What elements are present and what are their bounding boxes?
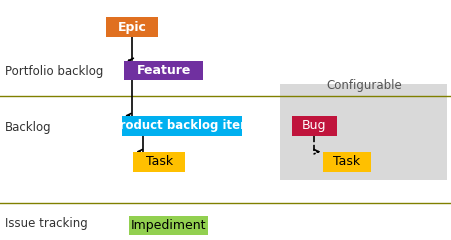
FancyBboxPatch shape xyxy=(106,17,158,37)
Text: Portfolio backlog: Portfolio backlog xyxy=(5,66,103,78)
Text: Impediment: Impediment xyxy=(130,219,206,232)
Text: Configurable: Configurable xyxy=(325,79,401,92)
FancyBboxPatch shape xyxy=(129,216,207,235)
Text: Task: Task xyxy=(145,155,173,168)
FancyBboxPatch shape xyxy=(322,152,370,172)
FancyBboxPatch shape xyxy=(122,116,241,136)
FancyBboxPatch shape xyxy=(124,61,203,80)
Text: Backlog: Backlog xyxy=(5,121,51,134)
Text: Bug: Bug xyxy=(301,119,326,132)
Text: Feature: Feature xyxy=(136,64,191,77)
Text: Product backlog item: Product backlog item xyxy=(111,119,252,132)
FancyBboxPatch shape xyxy=(291,116,336,136)
Text: Epic: Epic xyxy=(118,20,146,34)
Text: Issue tracking: Issue tracking xyxy=(5,217,87,230)
FancyBboxPatch shape xyxy=(280,84,446,180)
Text: Task: Task xyxy=(332,155,360,168)
FancyBboxPatch shape xyxy=(133,152,185,172)
